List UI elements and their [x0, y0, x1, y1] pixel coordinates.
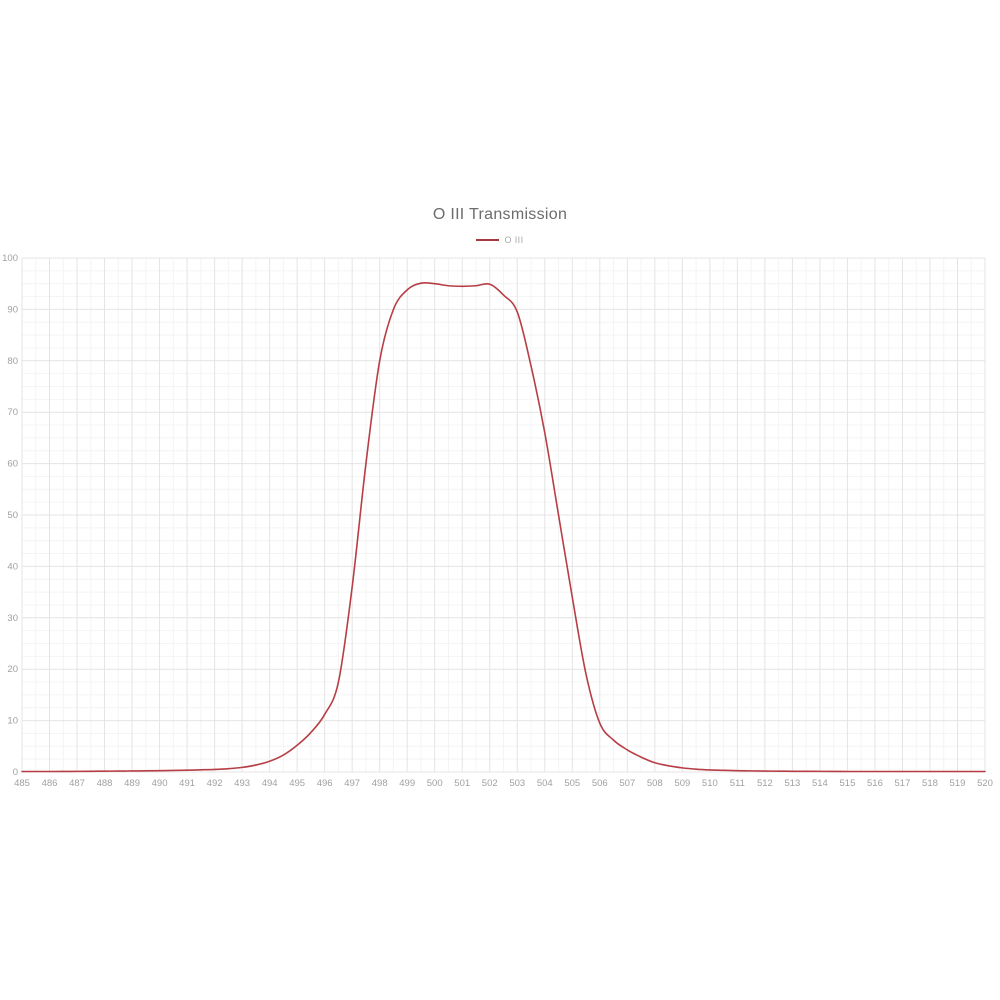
y-tick-label: 10 [7, 716, 18, 727]
x-tick-label: 502 [482, 778, 498, 789]
x-tick-label: 496 [317, 778, 333, 789]
x-tick-label: 512 [757, 778, 773, 789]
x-tick-label: 493 [234, 778, 250, 789]
x-tick-label: 505 [564, 778, 580, 789]
y-tick-label: 20 [7, 664, 18, 675]
x-tick-label: 518 [922, 778, 938, 789]
x-tick-label: 515 [840, 778, 856, 789]
y-tick-label: 40 [7, 561, 18, 572]
x-tick-label: 507 [619, 778, 635, 789]
x-tick-label: 489 [124, 778, 140, 789]
y-tick-label: 30 [7, 613, 18, 624]
x-tick-label: 501 [454, 778, 470, 789]
x-tick-label: 520 [977, 778, 993, 789]
x-tick-label: 498 [372, 778, 388, 789]
x-tick-label: 492 [207, 778, 223, 789]
y-tick-label: 60 [7, 459, 18, 470]
x-tick-label: 490 [152, 778, 168, 789]
x-tick-label: 504 [537, 778, 553, 789]
y-tick-label: 100 [2, 253, 18, 264]
x-tick-label: 516 [867, 778, 883, 789]
x-tick-label: 499 [399, 778, 415, 789]
x-tick-label: 494 [262, 778, 278, 789]
chart-title: O III Transmission [432, 206, 568, 223]
x-tick-label: 485 [14, 778, 30, 789]
x-tick-label: 514 [812, 778, 828, 789]
legend-line-swatch [476, 239, 500, 241]
y-tick-label: 70 [7, 407, 18, 418]
x-tick-label: 506 [592, 778, 608, 789]
y-tick-label: 50 [7, 510, 18, 521]
y-tick-label: 80 [7, 356, 18, 367]
plot-area: 485 486 487 488 489 490 491 492 493 494 495 496 497 4… [2, 253, 993, 789]
x-tick-label: 509 [674, 778, 690, 789]
x-tick-label: 503 [509, 778, 525, 789]
x-tick-label: 497 [344, 778, 360, 789]
x-tick-label: 510 [702, 778, 718, 789]
x-tick-label: 486 [42, 778, 58, 789]
x-tick-label: 519 [950, 778, 966, 789]
x-tick-label: 495 [289, 778, 305, 789]
x-tick-label: 491 [179, 778, 195, 789]
x-tick-label: 508 [647, 778, 663, 789]
x-tick-label: 511 [730, 778, 745, 789]
y-tick-label: 0 [13, 767, 18, 778]
y-tick-label: 90 [7, 304, 18, 315]
x-tick-label: 517 [895, 778, 911, 789]
x-tick-label: 488 [97, 778, 113, 789]
x-tick-label: 500 [427, 778, 443, 789]
series-line-o-iii [21, 281, 986, 773]
legend-label: O III [504, 235, 524, 245]
x-tick-label: 487 [69, 778, 85, 789]
x-tick-label: 513 [784, 778, 800, 789]
legend-item-oiii[interactable]: O III [0, 235, 1000, 245]
